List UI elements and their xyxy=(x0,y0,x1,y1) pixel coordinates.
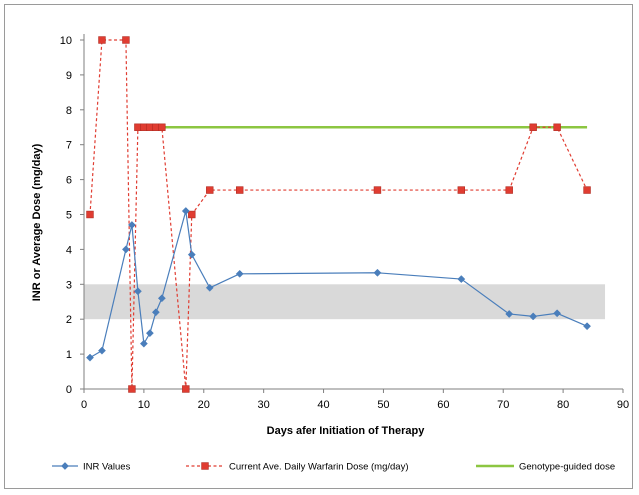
y-tick-label: 1 xyxy=(66,349,72,361)
x-tick-label: 50 xyxy=(377,399,389,411)
inr-point xyxy=(121,245,130,254)
warfarin-dose-point xyxy=(583,186,591,194)
y-tick-label: 2 xyxy=(66,314,72,326)
y-tick-label: 9 xyxy=(66,70,72,82)
x-tick-label: 30 xyxy=(258,399,270,411)
x-tick-label: 80 xyxy=(557,399,569,411)
y-tick-label: 0 xyxy=(66,384,72,396)
warfarin-dose-point xyxy=(122,36,130,44)
warfarin-dose-point xyxy=(553,123,561,131)
warfarin-dose-point xyxy=(373,186,382,194)
y-tick-label: 10 xyxy=(60,35,72,47)
legend-label-inr: INR Values xyxy=(83,462,131,473)
legend-marker-inr xyxy=(61,462,69,470)
y-tick-label: 8 xyxy=(66,105,72,117)
chart-frame xyxy=(4,4,633,489)
warfarin-dose-point xyxy=(98,36,106,44)
x-tick-label: 10 xyxy=(138,399,150,411)
warfarin-dose-point xyxy=(206,186,214,194)
inr-point xyxy=(457,275,466,284)
inr-point xyxy=(205,283,214,292)
warfarin-dose-point xyxy=(457,186,465,194)
warfarin-dose-point xyxy=(158,123,166,131)
therapeutic-range-band xyxy=(84,284,606,320)
inr-point xyxy=(583,322,592,331)
inr-point xyxy=(98,346,106,355)
inr-point xyxy=(187,250,196,259)
inr-point xyxy=(86,353,94,362)
warfarin-dose-point xyxy=(182,385,190,393)
y-tick-label: 4 xyxy=(66,244,72,256)
inr-point xyxy=(145,329,154,338)
inr-point xyxy=(553,309,562,318)
inr-point xyxy=(151,308,160,317)
warfarin-dose-point xyxy=(188,210,196,219)
x-tick-label: 90 xyxy=(617,399,629,411)
x-tick-label: 70 xyxy=(497,399,509,411)
warfarin-dose-point xyxy=(128,385,136,393)
inr-point xyxy=(529,312,538,321)
warfarin-dose-point xyxy=(236,186,244,194)
inr-point xyxy=(235,269,244,278)
x-tick-label: 60 xyxy=(437,399,449,411)
inr-point xyxy=(505,310,514,318)
y-axis-title: INR or Average Dose (mg/day) xyxy=(31,143,43,301)
warfarin-dose-point xyxy=(529,123,537,131)
legend-label-genotype-dose: Genotype-guided dose xyxy=(519,462,615,473)
x-tick-label: 0 xyxy=(81,399,87,411)
x-axis-title: Days afer Initiation of Therapy xyxy=(267,425,426,437)
legend-marker-warfarin-dose xyxy=(201,462,209,470)
inr-point xyxy=(373,268,382,277)
y-tick-label: 6 xyxy=(66,175,72,187)
inr-point xyxy=(127,221,136,229)
inr-point xyxy=(157,294,166,303)
warfarin-dose-point xyxy=(505,186,513,194)
y-tick-label: 5 xyxy=(66,210,72,222)
warfarin-dose-series-line xyxy=(89,39,588,390)
x-tick-label: 40 xyxy=(317,399,329,411)
inr-point xyxy=(139,339,148,348)
inr-point xyxy=(133,287,142,296)
inr-point xyxy=(181,207,190,215)
x-tick-label: 20 xyxy=(198,399,210,411)
legend-label-warfarin-dose: Current Ave. Daily Warfarin Dose (mg/day… xyxy=(229,462,409,473)
y-tick-label: 7 xyxy=(66,140,72,152)
warfarin-dose-point xyxy=(86,210,94,219)
y-tick-label: 3 xyxy=(66,279,72,291)
